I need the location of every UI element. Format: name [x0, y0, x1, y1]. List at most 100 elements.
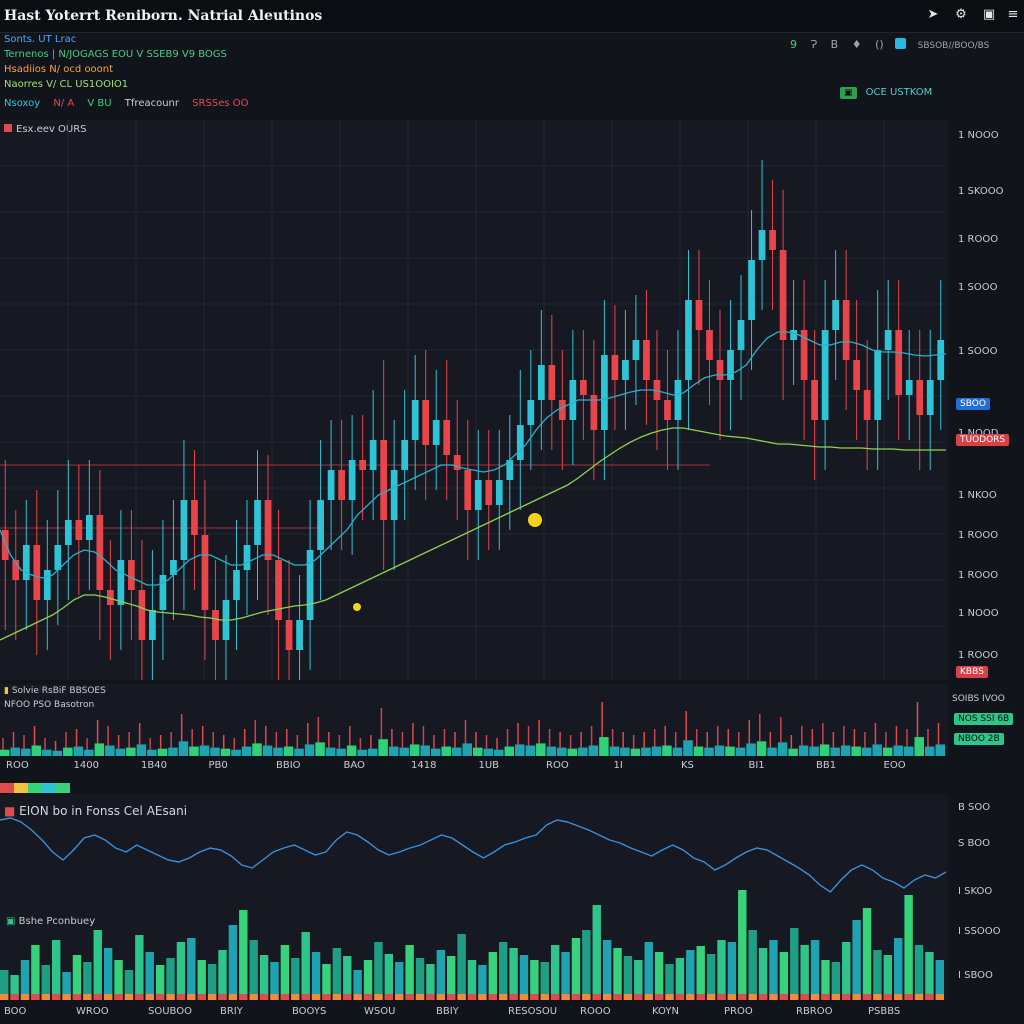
histogram-base	[270, 994, 279, 1000]
bottom-tick-label: RESOSOU	[508, 1006, 558, 1017]
candlestick-chart[interactable]	[0, 120, 1024, 680]
histogram-base	[561, 994, 570, 1000]
histogram-bar	[114, 960, 123, 1000]
volume-bar	[147, 749, 157, 756]
toolbar-symbol[interactable]: ()	[875, 38, 884, 51]
histogram-bar	[363, 960, 373, 1000]
time-tick-label: KS	[681, 760, 694, 771]
candle-body	[632, 340, 640, 360]
candle-body	[643, 340, 650, 380]
histogram-base	[717, 994, 726, 1000]
histogram-bar	[405, 945, 414, 1000]
main-chart-panel[interactable]	[0, 120, 948, 680]
histogram-base	[519, 994, 529, 1000]
volume-bar	[557, 747, 567, 756]
histogram-bar	[187, 938, 196, 1000]
histogram-base	[384, 994, 394, 1000]
candle-body	[790, 330, 797, 340]
volume-bar	[168, 747, 178, 756]
histogram-bar	[582, 930, 591, 1000]
candle-body	[769, 230, 776, 250]
volume-label: ▮ Solvie RsBiF BBSOES	[4, 686, 106, 696]
candle-body	[12, 560, 20, 580]
price-tick-label: 1 SOOO	[958, 346, 998, 357]
histogram-bar	[571, 938, 581, 1000]
time-tick-label: PB0	[208, 760, 228, 771]
histogram-bar	[478, 965, 487, 1000]
legend-item: Tfreacounr	[124, 98, 180, 109]
settings-icon[interactable]: ⚙	[955, 7, 967, 22]
histogram-base	[374, 994, 383, 1000]
histogram-bar	[395, 962, 404, 1000]
title-bar: Hast Yoterrt Reniborn. Natrial Aleutinos…	[0, 0, 1024, 33]
candle-body	[243, 545, 251, 570]
menu-icon[interactable]: ≡	[1007, 7, 1019, 22]
volume-bar	[714, 745, 725, 756]
histogram-base	[821, 994, 830, 1000]
histogram-base	[738, 994, 747, 1000]
histogram-base	[478, 994, 487, 1000]
toolbar-symbol[interactable]: Ɂ	[810, 38, 818, 51]
histogram-base	[415, 994, 425, 1000]
histogram-bar	[550, 945, 560, 1000]
color-swatch-icon[interactable]	[895, 38, 907, 49]
histogram-base	[623, 994, 633, 1000]
histogram-bar	[249, 940, 258, 1000]
histogram-bar	[384, 954, 394, 1000]
histogram-base	[904, 994, 913, 1000]
histogram-base	[571, 994, 581, 1000]
candle-body	[1, 530, 9, 560]
volume-bar	[651, 746, 662, 756]
indicator-line: Naorres V/ CL US1OOIO1	[4, 79, 129, 90]
histogram-bar	[634, 960, 643, 1000]
volume-bar	[494, 749, 504, 756]
candle-body	[348, 460, 356, 500]
candle-body	[159, 575, 167, 610]
histogram-base	[447, 994, 456, 1000]
fullscreen-icon[interactable]: ▣	[982, 7, 996, 22]
legend-item: N/ A	[53, 98, 75, 109]
volume-bar	[620, 747, 630, 756]
bottom-tick-label: BRIY	[220, 1006, 243, 1017]
volume-bar	[746, 743, 756, 756]
histogram-bar	[145, 952, 154, 1000]
volume-bar	[935, 744, 945, 756]
volume-bar	[872, 744, 882, 756]
main-chart-label-text: Esx.eev OURS	[16, 124, 87, 135]
toolbar-symbol[interactable]: 9	[790, 38, 797, 51]
bottom-tick-label: ROOO	[580, 1006, 611, 1017]
histogram-base	[187, 994, 196, 1000]
histogram-bar	[883, 955, 893, 1000]
volume-bar	[441, 746, 451, 756]
indicator-line: Sonts. UT Lrac	[4, 34, 77, 45]
histogram-bar	[155, 965, 165, 1000]
histogram-base	[883, 994, 893, 1000]
signal-marker	[528, 513, 542, 527]
volume-bar	[483, 748, 494, 756]
candle-body	[117, 560, 125, 605]
histogram-base	[332, 994, 342, 1000]
toolbar-symbol[interactable]: ♦	[851, 38, 862, 51]
histogram-base	[582, 994, 591, 1000]
candle-body	[853, 360, 861, 390]
lower-chart[interactable]	[0, 794, 948, 1000]
histogram-base	[696, 994, 705, 1000]
histogram-bar	[800, 945, 809, 1000]
chart-toolbar: 9 Ɂ B ♦ () SBSOB//BOO/BS	[790, 38, 989, 51]
time-tick-label: BB1	[816, 760, 837, 771]
histogram-base	[311, 994, 321, 1000]
toolbar-symbol[interactable]: B	[830, 38, 839, 51]
main-chart-label: Esx.eev OURS	[4, 124, 87, 135]
volume-bar	[357, 749, 367, 756]
candle-body	[905, 380, 913, 395]
histogram-base	[291, 994, 300, 1000]
volume-bar	[378, 739, 388, 756]
cursor-icon[interactable]: ➤	[927, 7, 939, 22]
candle-body	[380, 440, 388, 520]
histogram-base	[31, 994, 40, 1000]
volume-bar	[798, 745, 809, 756]
histogram-base	[862, 994, 872, 1000]
volume-panel[interactable]	[0, 684, 948, 756]
candle-body	[180, 500, 188, 560]
histogram-bar	[592, 905, 601, 1000]
